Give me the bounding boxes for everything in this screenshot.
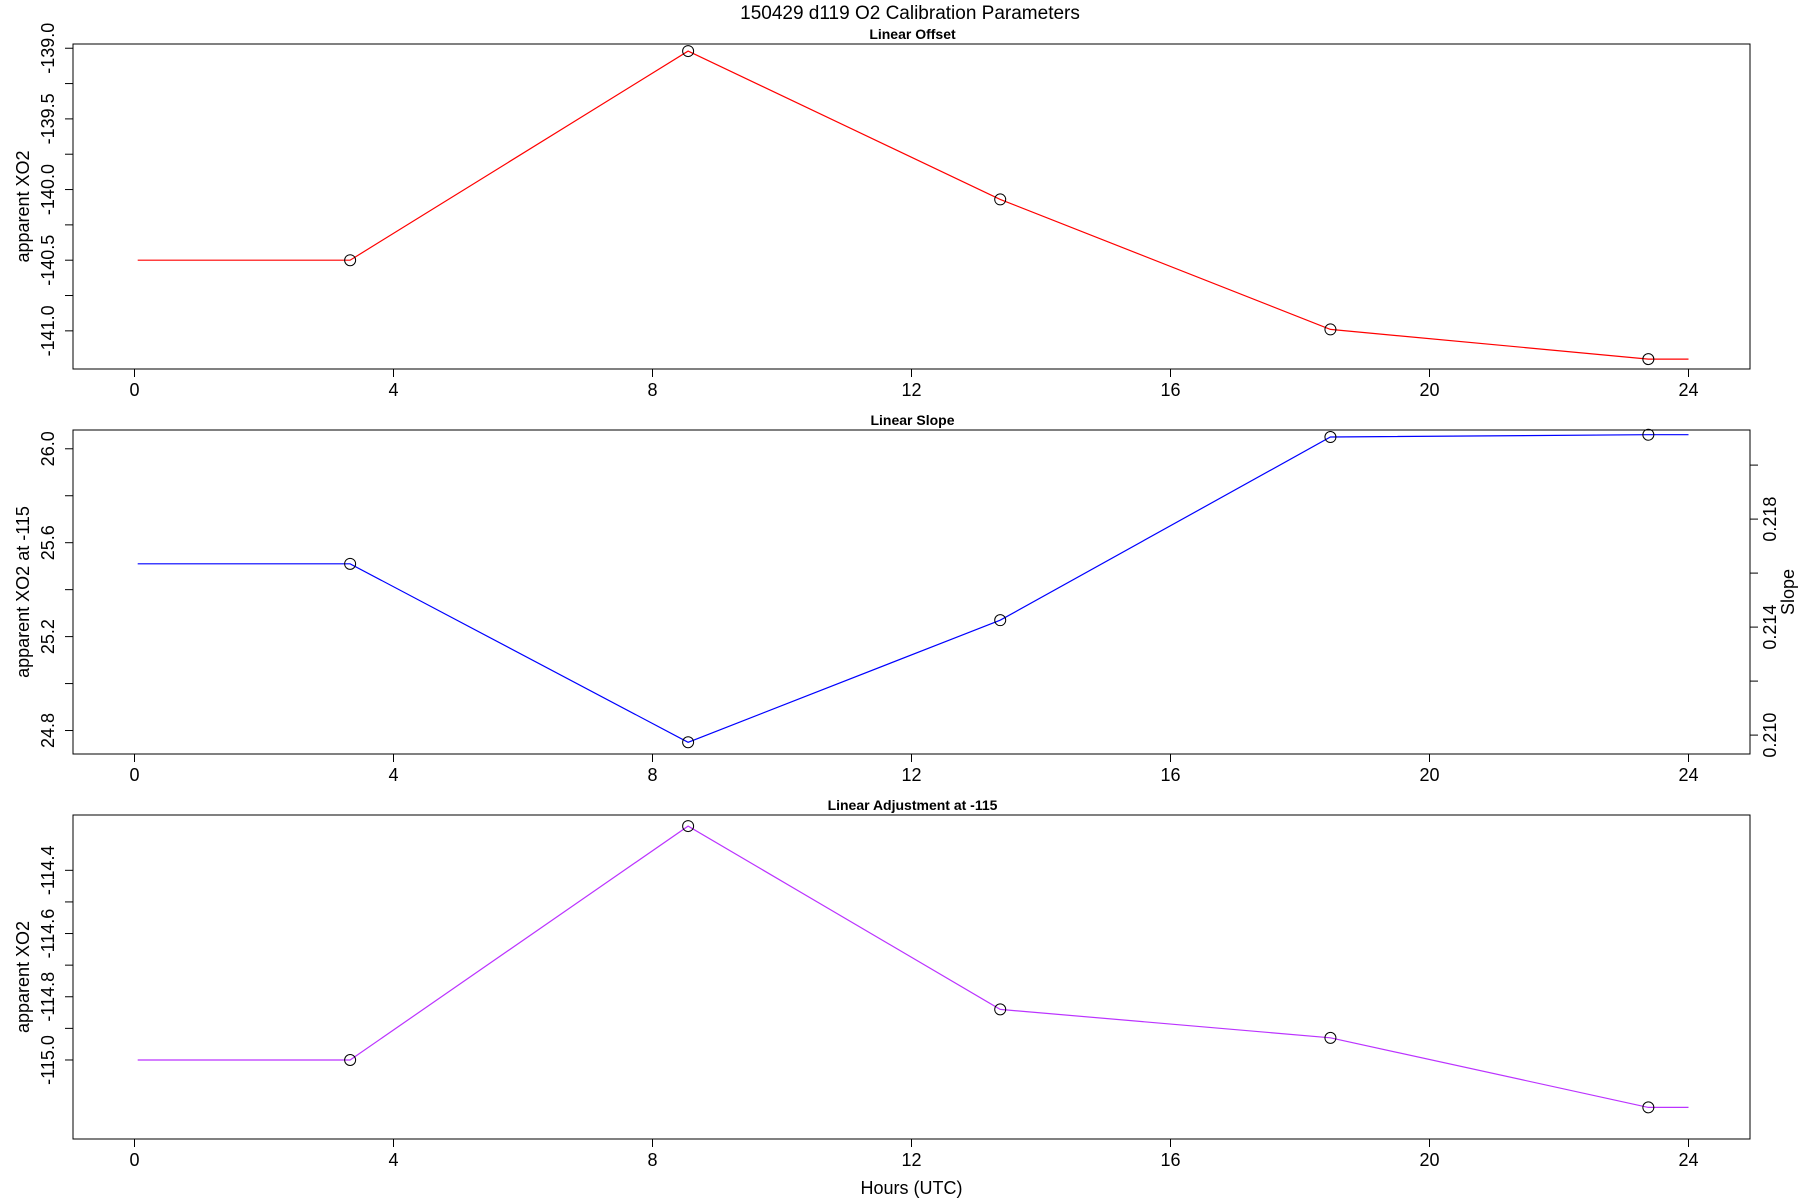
y-tick-label: -115.0 <box>38 1035 58 1085</box>
data-point <box>682 736 695 749</box>
data-point <box>1324 431 1337 444</box>
y-tick-label: -140.0 <box>38 164 58 215</box>
x-tick-label: 12 <box>901 380 921 400</box>
data-point <box>1324 1031 1337 1044</box>
x-tick-label: 0 <box>130 1150 140 1170</box>
panel-title: Linear Slope <box>870 412 954 428</box>
data-point <box>1642 353 1655 366</box>
y2-axis-label: Slope <box>1778 569 1798 615</box>
chart-panel-2: Linear Slope 0 4 8 12 16 20 24 24.8 25.2 25.6 26.0 a… <box>13 412 1798 785</box>
x-tick-label: 24 <box>1678 1150 1698 1170</box>
chart-panel-1: Linear Offset 0 4 8 12 16 20 24 -141.0 -140.5 -140… <box>13 23 1751 400</box>
x-tick-label: 4 <box>388 380 398 400</box>
y-tick-label: -114.6 <box>38 909 58 959</box>
data-point <box>1642 428 1655 441</box>
y-tick-label: 26.0 <box>38 431 58 466</box>
x-axis-label: Hours (UTC) <box>861 1178 963 1198</box>
y-tick-label: 25.2 <box>38 619 58 654</box>
series-line <box>137 50 1689 360</box>
data-point <box>994 193 1007 206</box>
x-tick-label: 8 <box>647 1150 657 1170</box>
data-point <box>682 820 695 833</box>
x-tick-label: 16 <box>1160 765 1180 785</box>
x-tick-label: 12 <box>901 765 921 785</box>
y-tick-label: -139.5 <box>38 93 58 144</box>
y2-tick-label: 0.210 <box>1760 713 1780 758</box>
y-tick-label: -114.4 <box>38 845 58 895</box>
x-tick-label: 20 <box>1419 765 1439 785</box>
data-point <box>994 1003 1007 1016</box>
panel-title: Linear Offset <box>869 26 956 42</box>
figure-title: 150429 d119 O2 Calibration Parameters <box>740 3 1080 24</box>
x-tick-label: 0 <box>130 380 140 400</box>
x-tick-label: 0 <box>130 765 140 785</box>
chart-panels: Linear Offset 0 4 8 12 16 20 24 -141.0 -140.5 -140… <box>13 23 1798 1198</box>
series-line <box>137 434 1689 743</box>
x-tick-label: 4 <box>388 765 398 785</box>
y-axis-label: apparent XO2 <box>13 150 33 262</box>
x-tick-label: 16 <box>1160 1150 1180 1170</box>
data-point <box>344 557 357 570</box>
data-point <box>344 1053 357 1066</box>
x-tick-label: 12 <box>901 1150 921 1170</box>
y-tick-label: 25.6 <box>38 525 58 560</box>
x-tick-label: 4 <box>388 1150 398 1170</box>
x-tick-label: 24 <box>1678 380 1698 400</box>
y-axis-label: apparent XO2 at -115 <box>13 506 33 678</box>
data-point <box>1324 323 1337 336</box>
y-tick-label: -114.8 <box>38 972 58 1022</box>
x-tick-label: 20 <box>1419 380 1439 400</box>
series-line <box>137 825 1689 1109</box>
panel-title: Linear Adjustment at -115 <box>828 797 998 813</box>
data-point <box>682 45 695 58</box>
y2-tick-label: 0.218 <box>1760 497 1780 542</box>
x-tick-label: 24 <box>1678 765 1698 785</box>
data-point <box>344 254 357 267</box>
data-point <box>994 614 1007 627</box>
x-tick-label: 20 <box>1419 1150 1439 1170</box>
y2-tick-label: 0.214 <box>1760 605 1780 650</box>
chart-panel-3: Linear Adjustment at -115 0 4 8 12 16 20 24 -115… <box>13 797 1751 1198</box>
x-tick-label: 8 <box>647 380 657 400</box>
y-tick-label: -141.0 <box>38 305 58 356</box>
y-tick-label: 24.8 <box>38 713 58 748</box>
y-axis-label: apparent XO2 <box>13 921 33 1033</box>
y-tick-label: -139.0 <box>38 23 58 74</box>
x-tick-label: 8 <box>647 765 657 785</box>
y-tick-label: -140.5 <box>38 235 58 286</box>
data-point <box>1642 1101 1655 1114</box>
x-tick-label: 16 <box>1160 380 1180 400</box>
